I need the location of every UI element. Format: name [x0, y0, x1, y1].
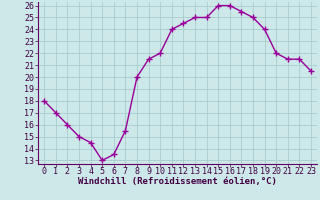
- X-axis label: Windchill (Refroidissement éolien,°C): Windchill (Refroidissement éolien,°C): [78, 177, 277, 186]
